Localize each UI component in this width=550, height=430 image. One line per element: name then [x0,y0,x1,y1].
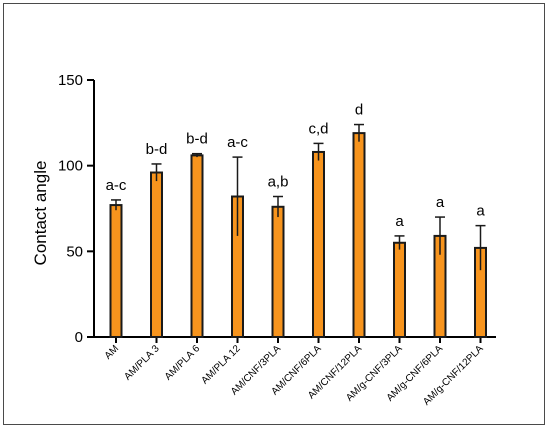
bar [150,171,163,338]
y-tick-label: 100 [58,158,83,175]
y-tick-label: 150 [58,72,83,89]
y-axis: 0 50 100 150 [58,72,95,346]
significance-label: a [476,203,485,220]
x-tick-label: AM/PLA 3 [122,343,162,383]
significance-label: a-c [227,134,248,151]
significance-label: b-d [146,141,168,158]
significance-label: d [355,102,363,119]
y-tick-label: 50 [66,243,83,260]
bar [271,205,285,338]
significance-label: a [436,194,445,211]
significance-labels: a-c b-d b-d a-c a,b c,d d a a a [106,102,486,230]
bars [109,132,487,338]
significance-label: c,d [308,120,328,137]
significance-label: a,b [268,174,289,191]
bar [190,154,204,338]
bar [109,204,123,338]
x-tick-label: AM/PLA 12 [199,343,242,386]
y-tick-label: 0 [75,329,83,346]
x-tick-label: AM [103,343,121,361]
bar [312,150,325,338]
bar [352,132,366,338]
y-axis-label: Contact angle [31,161,50,266]
chart-frame: 0 50 100 150 AM AM/PLA 3 AM/PLA 6 AM/PLA 12 AM/… [3,3,545,425]
significance-label: b-d [186,131,208,148]
x-axis: AM AM/PLA 3 AM/PLA 6AM/PLA 12AM/CNF/3PLAAM… [93,336,496,408]
significance-label: a [395,213,404,230]
significance-label: a-c [106,177,127,194]
x-tick-label: AM/PLA 6 [163,343,203,383]
error-bars [111,123,486,271]
bar [393,241,406,338]
